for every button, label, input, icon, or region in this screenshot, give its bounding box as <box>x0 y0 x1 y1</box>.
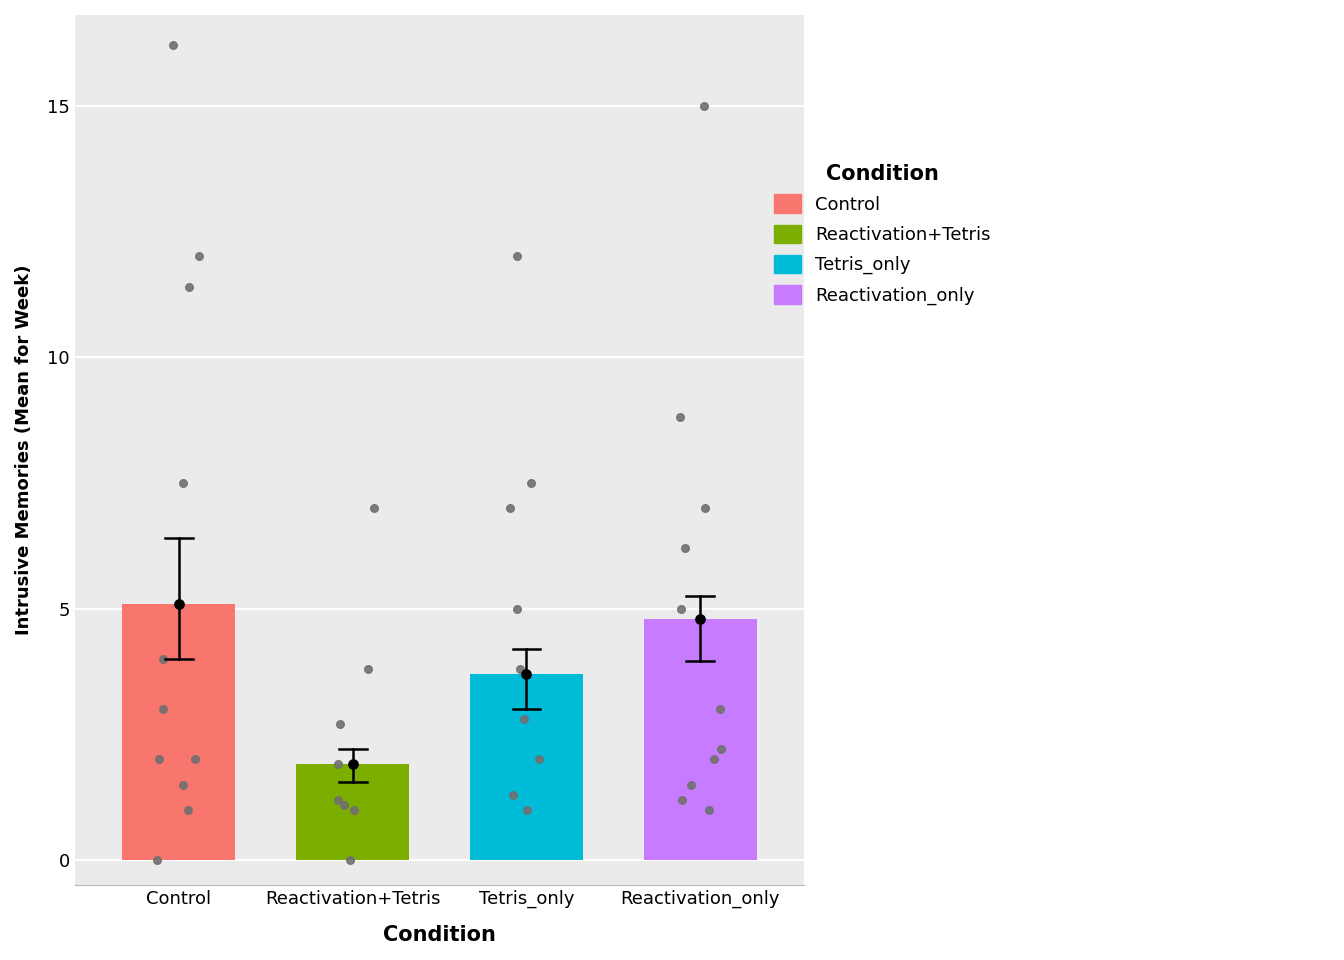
Point <box>671 792 692 807</box>
X-axis label: Condition: Condition <box>383 925 496 945</box>
Bar <box>470 674 583 860</box>
Point <box>163 37 184 53</box>
Y-axis label: Intrusive Memories (Mean for Week): Intrusive Memories (Mean for Week) <box>15 265 34 636</box>
Point <box>177 802 199 817</box>
Legend: Control, Reactivation+Tetris, Tetris_only, Reactivation_only: Control, Reactivation+Tetris, Tetris_onl… <box>765 155 1000 314</box>
Point <box>153 651 175 666</box>
Point <box>694 98 715 113</box>
Point <box>172 777 194 792</box>
Point <box>146 852 168 868</box>
Point <box>507 601 528 616</box>
Point <box>513 711 535 727</box>
Point <box>675 540 696 556</box>
Point <box>188 249 210 264</box>
Bar <box>644 618 757 860</box>
Point <box>698 802 719 817</box>
Point <box>528 752 550 767</box>
Point <box>669 601 691 616</box>
Point <box>329 716 351 732</box>
Point <box>172 475 194 491</box>
Bar <box>296 764 409 860</box>
Point <box>328 756 349 772</box>
Point <box>703 752 724 767</box>
Point <box>507 249 528 264</box>
Point <box>148 752 169 767</box>
Bar <box>122 604 235 860</box>
Point <box>503 787 524 803</box>
Point <box>520 475 542 491</box>
Point <box>680 777 702 792</box>
Point <box>333 797 355 812</box>
Point <box>179 279 200 295</box>
Point <box>328 792 349 807</box>
Point <box>509 661 531 677</box>
Point <box>343 802 364 817</box>
Point <box>695 500 716 516</box>
Point <box>689 611 711 626</box>
Point <box>184 752 206 767</box>
Point <box>339 852 360 868</box>
Point <box>710 702 731 717</box>
Point <box>358 661 379 677</box>
Point <box>153 702 175 717</box>
Point <box>516 666 538 682</box>
Point <box>500 500 521 516</box>
Point <box>341 756 363 772</box>
Point <box>168 596 190 612</box>
Point <box>669 410 691 425</box>
Point <box>711 742 732 757</box>
Point <box>363 500 384 516</box>
Point <box>516 802 538 817</box>
